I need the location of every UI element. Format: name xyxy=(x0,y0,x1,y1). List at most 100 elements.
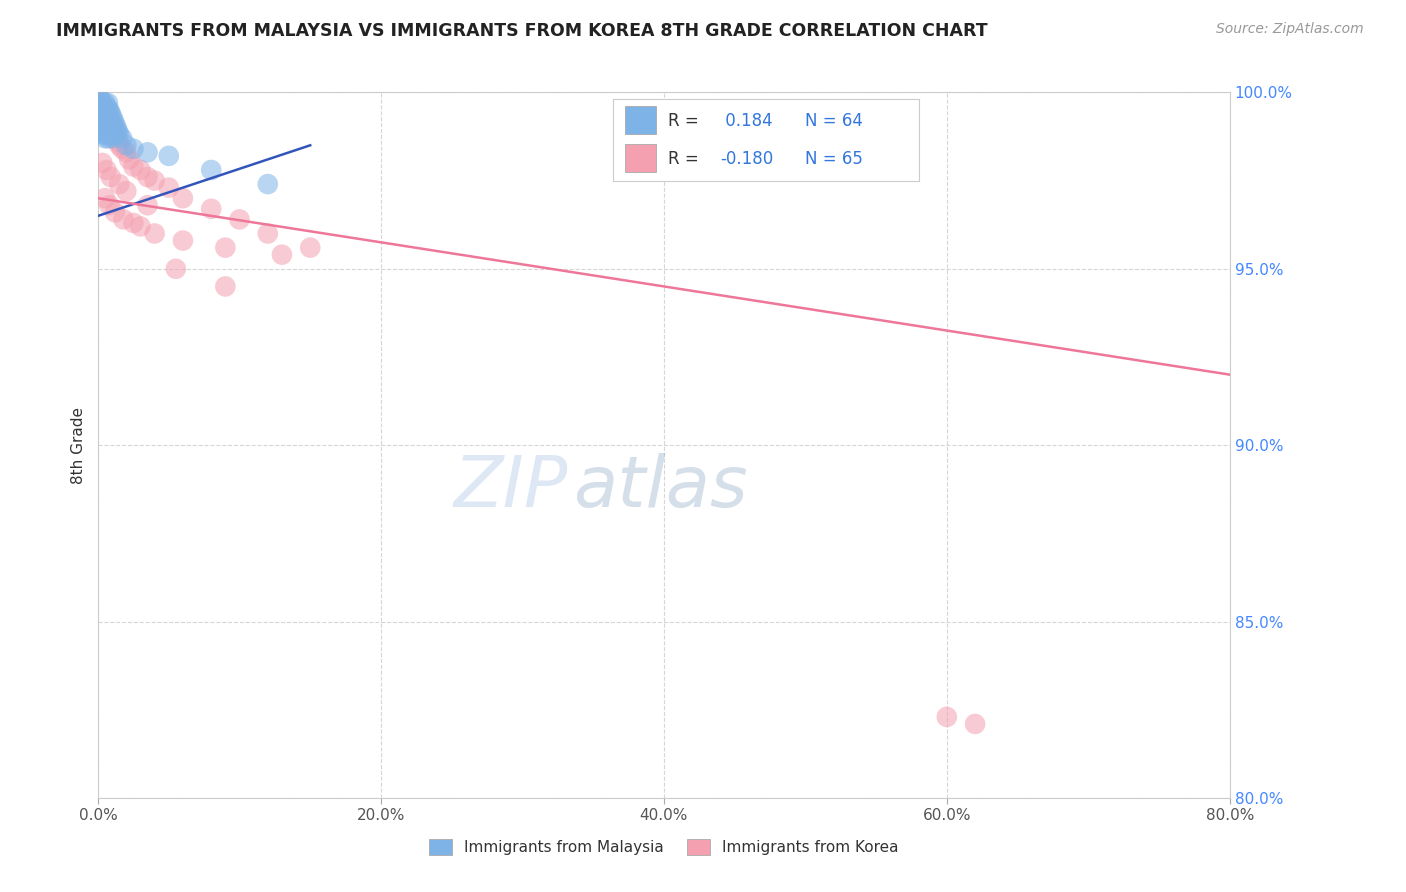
Point xyxy=(97,131,120,145)
Point xyxy=(228,212,250,227)
Point xyxy=(94,124,117,138)
Point xyxy=(112,212,135,227)
Point xyxy=(129,219,152,234)
Point xyxy=(100,128,122,142)
Point xyxy=(101,120,124,135)
Point xyxy=(157,149,180,163)
Text: R =: R = xyxy=(668,150,699,168)
Point xyxy=(157,180,180,194)
Point xyxy=(214,241,236,255)
Point xyxy=(96,106,118,120)
Point xyxy=(101,131,124,145)
Point xyxy=(105,128,128,142)
Point xyxy=(91,124,114,138)
Point xyxy=(89,120,111,135)
Point xyxy=(143,173,166,187)
Point xyxy=(299,241,322,255)
Point xyxy=(90,113,112,128)
Point xyxy=(90,120,112,135)
Point xyxy=(94,110,117,124)
Point xyxy=(122,160,145,174)
Point xyxy=(100,113,122,128)
Point xyxy=(97,117,120,131)
Point xyxy=(89,113,111,128)
Point xyxy=(98,198,121,212)
Point xyxy=(93,128,115,142)
Point xyxy=(104,205,127,219)
Point xyxy=(97,117,120,131)
Point xyxy=(94,131,117,145)
Point xyxy=(90,103,112,117)
Bar xyxy=(626,144,655,172)
Point xyxy=(96,113,118,128)
Point xyxy=(115,145,138,160)
Point xyxy=(214,279,236,293)
Text: ZIP: ZIP xyxy=(453,453,568,522)
Point xyxy=(107,135,129,149)
Point xyxy=(96,128,118,142)
Point xyxy=(104,124,127,138)
Point xyxy=(96,120,118,135)
Point xyxy=(172,234,194,248)
Point xyxy=(90,92,112,106)
Point xyxy=(101,128,124,142)
Point xyxy=(98,113,121,128)
Point xyxy=(122,142,145,156)
Point xyxy=(90,95,112,110)
Point xyxy=(108,177,131,191)
Point xyxy=(91,99,114,113)
Point xyxy=(143,227,166,241)
Point xyxy=(271,248,294,262)
Point xyxy=(98,103,121,117)
Point xyxy=(100,169,122,184)
Legend: Immigrants from Malaysia, Immigrants from Korea: Immigrants from Malaysia, Immigrants fro… xyxy=(423,833,904,861)
Point xyxy=(89,106,111,120)
Point xyxy=(94,117,117,131)
Point xyxy=(200,202,222,216)
Point xyxy=(111,142,134,156)
Point xyxy=(105,120,128,135)
Point xyxy=(96,106,118,120)
Point xyxy=(89,92,111,106)
Point xyxy=(97,103,120,117)
Point xyxy=(97,124,120,138)
Point xyxy=(256,227,278,241)
Point xyxy=(98,110,121,124)
Point xyxy=(136,145,159,160)
Point xyxy=(89,92,111,106)
Point xyxy=(97,110,120,124)
Point xyxy=(107,124,129,138)
Point xyxy=(122,216,145,230)
Point xyxy=(91,113,114,128)
Point xyxy=(965,717,987,731)
Text: 0.184: 0.184 xyxy=(720,112,772,129)
Point xyxy=(96,163,118,178)
Point xyxy=(91,110,114,124)
Point xyxy=(103,128,125,142)
Point xyxy=(101,117,124,131)
Point xyxy=(94,95,117,110)
Point xyxy=(100,124,122,138)
Text: -0.180: -0.180 xyxy=(720,150,773,168)
Point xyxy=(93,120,115,135)
Point xyxy=(935,710,957,724)
Point xyxy=(89,106,111,120)
Text: atlas: atlas xyxy=(574,453,748,522)
Point xyxy=(93,103,115,117)
Point xyxy=(97,110,120,124)
Point xyxy=(94,110,117,124)
Point xyxy=(91,106,114,120)
Point xyxy=(111,131,134,145)
Point xyxy=(89,113,111,128)
Point xyxy=(103,113,125,128)
Point xyxy=(98,117,121,131)
Text: R =: R = xyxy=(668,112,699,129)
Point xyxy=(115,184,138,198)
Point xyxy=(91,117,114,131)
Point xyxy=(118,153,141,167)
Point xyxy=(101,110,124,124)
Point xyxy=(103,120,125,135)
Point xyxy=(91,95,114,110)
Point xyxy=(93,99,115,113)
Y-axis label: 8th Grade: 8th Grade xyxy=(72,407,86,483)
